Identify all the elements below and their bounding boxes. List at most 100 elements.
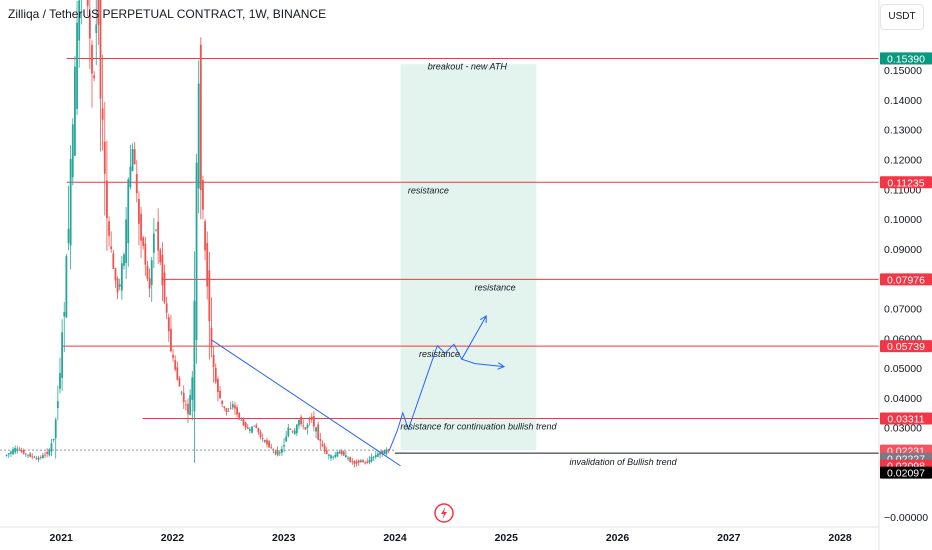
projection-arrow-icon [480, 315, 487, 323]
candle-body [259, 432, 262, 437]
candle-body [372, 456, 375, 458]
chart-title: Zilliqa / TetherUS PERPETUAL CONTRACT, 1… [8, 7, 327, 21]
candle-body [18, 449, 21, 451]
y-tick-label: 0.15000 [884, 65, 922, 77]
candle-body [108, 221, 110, 236]
candle-body [103, 141, 106, 174]
candle-body [327, 454, 330, 456]
candle-body [161, 254, 164, 286]
level-label: resistance for continuation bullish tren… [400, 421, 557, 431]
candle-body [330, 455, 332, 459]
candle-body [159, 249, 162, 263]
candle-body [31, 456, 34, 458]
candle-body [191, 377, 194, 400]
level-label: resistance [408, 185, 449, 195]
candle-body [306, 424, 309, 428]
candle-body [246, 427, 249, 429]
candle-body [225, 408, 228, 413]
price-badge [880, 273, 932, 286]
candle-body [366, 461, 369, 463]
y-tick-label: 0.04000 [884, 393, 922, 405]
candle-body [97, 0, 100, 25]
candle-body [214, 367, 217, 382]
candles-layer [5, 0, 390, 468]
candle-body [216, 378, 219, 393]
candle-body [377, 453, 379, 457]
candle-body [212, 354, 215, 367]
candle-body [29, 453, 32, 457]
y-tick-label: 0.13000 [884, 125, 922, 137]
y-tick-label: 0.03000 [884, 423, 922, 435]
y-tick-label: 0.12000 [884, 154, 922, 166]
candle-body [150, 260, 153, 285]
drawings-layer [211, 315, 506, 467]
candle-body [355, 461, 358, 464]
x-tick-label: 2023 [272, 532, 296, 544]
candle-body [167, 317, 170, 332]
candle-body [208, 270, 211, 322]
candle-body [172, 354, 174, 358]
candle-body [287, 427, 290, 437]
currency-button[interactable]: USDT [880, 4, 924, 30]
candle-body [22, 449, 25, 454]
candle-body [146, 265, 149, 279]
candle-body [48, 449, 51, 456]
candle-body [69, 158, 72, 246]
candle-body [248, 429, 251, 431]
price-badge [880, 466, 932, 479]
candle-body [332, 456, 335, 458]
candle-body [268, 441, 270, 448]
candle-body [120, 263, 123, 291]
y-tick-label: 0.07000 [884, 304, 922, 316]
candle-body [313, 416, 315, 427]
candle-body [266, 440, 268, 445]
candle-body [244, 422, 247, 428]
candle-body [99, 0, 102, 99]
x-tick-label: 2022 [161, 532, 185, 544]
candle-body [170, 328, 172, 352]
candle-body [35, 457, 38, 459]
candle-body [180, 391, 183, 393]
tradingview-logo-icon [434, 503, 454, 523]
candle-body [163, 272, 166, 303]
candle-body [238, 412, 241, 418]
candle-body [129, 166, 132, 188]
level-label: resistance [419, 349, 460, 359]
candle-body [364, 462, 367, 464]
x-tick-label: 2026 [606, 532, 630, 544]
candle-body [7, 453, 10, 455]
candle-body [61, 332, 64, 378]
candle-body [91, 44, 93, 74]
candle-body [323, 445, 326, 452]
candle-body [300, 416, 303, 425]
price-badges: 0.153890.112350.079760.057390.033110.153… [880, 52, 932, 480]
candle-body [178, 378, 181, 387]
candle-body [229, 407, 232, 409]
candle-body [263, 440, 266, 442]
y-tick-label: 0.09000 [884, 244, 922, 256]
candle-body [155, 229, 157, 231]
x-tick-label: 2025 [495, 532, 519, 544]
annotations-layer: breakout - new ATH resistance resistance re… [400, 61, 677, 467]
candle-body [293, 430, 296, 435]
downtrend-line [211, 339, 401, 467]
candle-body [204, 221, 206, 251]
candle-body [347, 458, 349, 459]
candle-body [374, 455, 377, 458]
candle-body [321, 443, 324, 447]
candle-body [189, 395, 192, 415]
candle-body [27, 454, 29, 456]
candle-body [234, 405, 236, 409]
candle-body [276, 449, 279, 456]
y-tick-label: 0.10000 [884, 214, 922, 226]
price-badge-text: 0.03311 [887, 413, 924, 425]
time-axis[interactable]: 2021 2022 2023 2024 2025 2026 2027 2028 [50, 532, 852, 544]
candle-body [76, 22, 78, 109]
candle-body [317, 424, 320, 440]
candle-body [325, 450, 328, 454]
price-badge [880, 412, 932, 425]
candle-body [349, 457, 352, 462]
candle-body [236, 407, 238, 415]
candle-body [112, 253, 115, 269]
